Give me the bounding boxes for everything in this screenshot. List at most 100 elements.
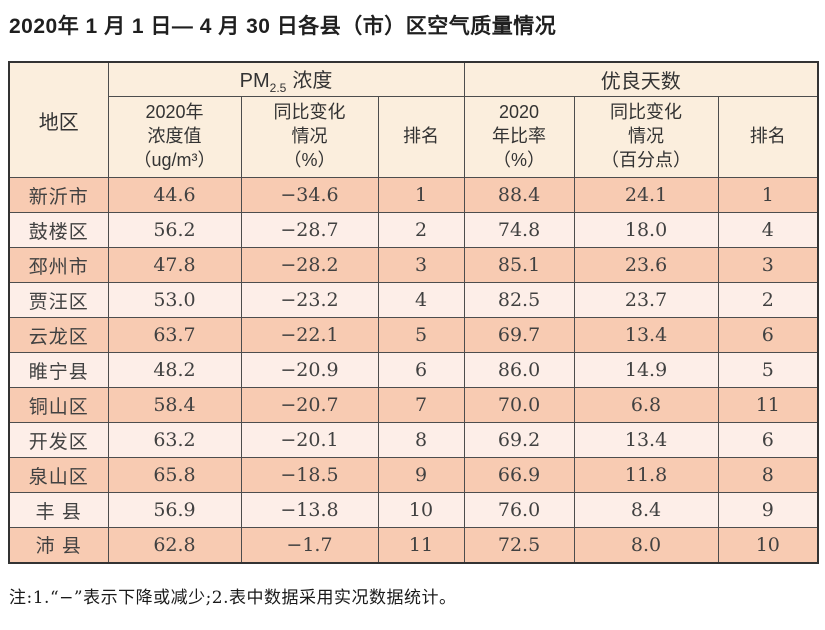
- ratio-change-header: 同比变化 情况 （百分点）: [573, 96, 719, 178]
- ratio-cell: 82.5: [463, 282, 575, 318]
- ratio-cell: 74.8: [463, 212, 575, 248]
- pm-change-cell: −28.7: [240, 212, 379, 248]
- pm-rank-cell: 9: [377, 457, 465, 493]
- pm-change-cell: −20.7: [240, 387, 379, 423]
- ratio-rank-cell: 9: [717, 492, 819, 528]
- pm-rank-header: 排名: [377, 96, 465, 178]
- pm-value-cell: 65.8: [107, 457, 242, 493]
- ratio-change-cell: 8.0: [573, 527, 719, 563]
- pm-value-cell: 63.7: [107, 317, 242, 353]
- ratio-rank-cell: 3: [717, 247, 819, 283]
- pm-value-cell: 44.6: [107, 177, 242, 213]
- pm25-label-subscript: 2.5: [269, 81, 287, 95]
- region-cell: 开发区: [8, 422, 109, 458]
- pm-change-cell: −1.7: [240, 527, 379, 563]
- ratio-change-cell: 13.4: [573, 422, 719, 458]
- pm-value-header: 2020年 浓度值 （ug/m³）: [107, 96, 242, 178]
- table-row: 新沂市 44.6 −34.6 1 88.4 24.1 1: [8, 177, 819, 213]
- ratio-change-cell: 13.4: [573, 317, 719, 353]
- pm-rank-cell: 5: [377, 317, 465, 353]
- region-cell: 泉山区: [8, 457, 109, 493]
- ratio-cell: 85.1: [463, 247, 575, 283]
- table-row: 泉山区 65.8 −18.5 9 66.9 11.8 8: [8, 457, 819, 493]
- pm-rank-cell: 11: [377, 527, 465, 563]
- pm-rank-cell: 8: [377, 422, 465, 458]
- pm-change-cell: −23.2: [240, 282, 379, 318]
- pm-change-cell: −28.2: [240, 247, 379, 283]
- pm-change-cell: −20.1: [240, 422, 379, 458]
- region-column-header: 地区: [8, 61, 109, 178]
- table-row: 沛 县 62.8 −1.7 11 72.5 8.0 10: [8, 527, 819, 563]
- ratio-change-cell: 11.8: [573, 457, 719, 493]
- table-row: 邳州市 47.8 −28.2 3 85.1 23.6 3: [8, 247, 819, 283]
- page-title: 2020年 1 月 1 日— 4 月 30 日各县（市）区空气质量情况: [9, 15, 557, 38]
- pm-change-cell: −34.6: [240, 177, 379, 213]
- footnote: 注:1.“−”表示下降或减少;2.表中数据采用实况数据统计。: [9, 587, 457, 608]
- region-cell: 鼓楼区: [8, 212, 109, 248]
- page: 2020年 1 月 1 日— 4 月 30 日各县（市）区空气质量情况 地区 P…: [0, 10, 825, 608]
- air-quality-table: 地区 PM2.5 浓度 优良天数 2020年 浓度值 （ug/m³） 同比变化 情…: [8, 61, 820, 564]
- pm25-group-header: PM2.5 浓度: [107, 61, 465, 97]
- region-cell: 新沂市: [8, 177, 109, 213]
- ratio-rank-cell: 6: [717, 317, 819, 353]
- region-cell: 贾汪区: [8, 282, 109, 318]
- ratio-change-cell: 23.7: [573, 282, 719, 318]
- ratio-change-cell: 24.1: [573, 177, 719, 213]
- ratio-cell: 72.5: [463, 527, 575, 563]
- ratio-rank-cell: 2: [717, 282, 819, 318]
- ratio-rank-cell: 5: [717, 352, 819, 388]
- pm-value-cell: 58.4: [107, 387, 242, 423]
- table-row: 睢宁县 48.2 −20.9 6 86.0 14.9 5: [8, 352, 819, 388]
- table-row: 丰 县 56.9 −13.8 10 76.0 8.4 9: [8, 492, 819, 528]
- region-cell: 铜山区: [8, 387, 109, 423]
- pm-rank-cell: 7: [377, 387, 465, 423]
- ratio-rank-cell: 8: [717, 457, 819, 493]
- ratio-cell: 69.2: [463, 422, 575, 458]
- pm-rank-cell: 4: [377, 282, 465, 318]
- region-cell: 云龙区: [8, 317, 109, 353]
- pm-value-cell: 56.9: [107, 492, 242, 528]
- ratio-cell: 76.0: [463, 492, 575, 528]
- table-row: 铜山区 58.4 −20.7 7 70.0 6.8 11: [8, 387, 819, 423]
- ratio-cell: 86.0: [463, 352, 575, 388]
- pm-change-cell: −18.5: [240, 457, 379, 493]
- ratio-change-cell: 8.4: [573, 492, 719, 528]
- pm-rank-cell: 3: [377, 247, 465, 283]
- ratio-cell: 69.7: [463, 317, 575, 353]
- group-header-row: 地区 PM2.5 浓度 优良天数: [8, 61, 819, 178]
- pm25-label-suffix: 浓度: [292, 70, 333, 92]
- ratio-rank-cell: 4: [717, 212, 819, 248]
- region-cell: 睢宁县: [8, 352, 109, 388]
- pm-rank-cell: 10: [377, 492, 465, 528]
- pm-change-cell: −20.9: [240, 352, 379, 388]
- ratio-change-cell: 14.9: [573, 352, 719, 388]
- ratio-rank-cell: 11: [717, 387, 819, 423]
- pm25-label-prefix: PM: [239, 70, 270, 92]
- table-row: 贾汪区 53.0 −23.2 4 82.5 23.7 2: [8, 282, 819, 318]
- pm-change-cell: −22.1: [240, 317, 379, 353]
- ratio-rank-cell: 10: [717, 527, 819, 563]
- sub-header-row: 2020年 浓度值 （ug/m³） 同比变化 情况 （%） 排名 2020 年比…: [9, 96, 819, 178]
- ratio-rank-cell: 6: [717, 422, 819, 458]
- pm-rank-cell: 6: [377, 352, 465, 388]
- pm-value-cell: 63.2: [107, 422, 242, 458]
- ratio-change-cell: 23.6: [573, 247, 719, 283]
- pm-rank-cell: 2: [377, 212, 465, 248]
- region-cell: 丰 县: [8, 492, 109, 528]
- pm-rank-cell: 1: [377, 177, 465, 213]
- pm-change-cell: −13.8: [240, 492, 379, 528]
- ratio-rank-header: 排名: [717, 96, 819, 178]
- ratio-rank-cell: 1: [717, 177, 819, 213]
- ratio-change-cell: 18.0: [573, 212, 719, 248]
- pm-value-cell: 47.8: [107, 247, 242, 283]
- ratio-cell: 70.0: [463, 387, 575, 423]
- table-row: 鼓楼区 56.2 −28.7 2 74.8 18.0 4: [8, 212, 819, 248]
- pm-value-cell: 48.2: [107, 352, 242, 388]
- pm-change-header: 同比变化 情况 （%）: [240, 96, 379, 178]
- ratio-change-cell: 6.8: [573, 387, 719, 423]
- pm-value-cell: 62.8: [107, 527, 242, 563]
- pm-value-cell: 53.0: [107, 282, 242, 318]
- region-cell: 沛 县: [8, 527, 109, 563]
- region-cell: 邳州市: [8, 247, 109, 283]
- table-row: 云龙区 63.7 −22.1 5 69.7 13.4 6: [8, 317, 819, 353]
